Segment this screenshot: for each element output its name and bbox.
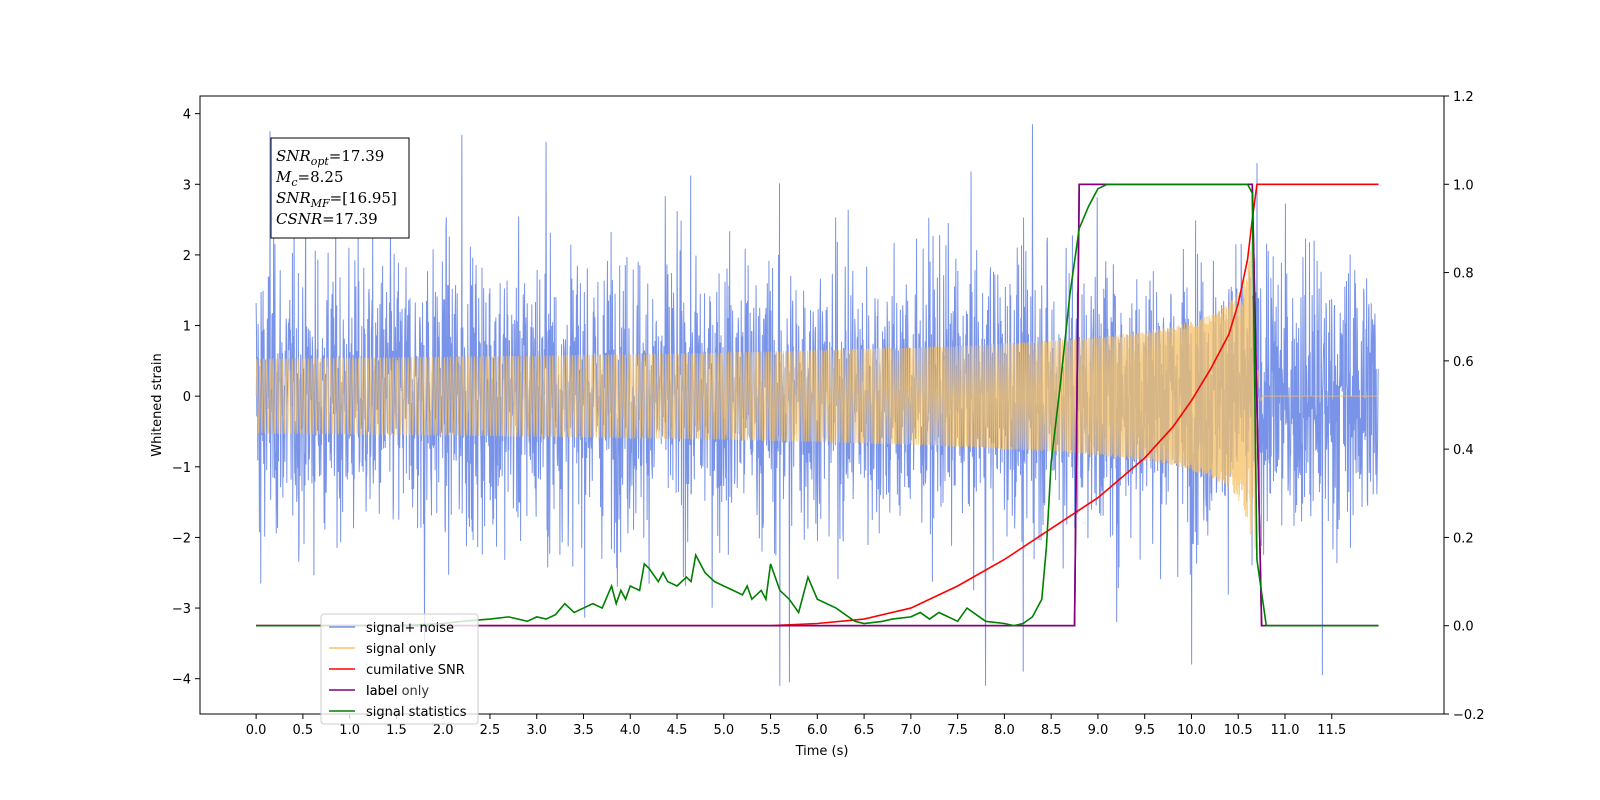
series-signal-only	[255, 241, 1379, 551]
y-right-tick-label: 0.0	[1453, 620, 1474, 635]
y-left-tick-label: −4	[172, 673, 191, 688]
x-tick-label: 1.0	[339, 723, 360, 738]
y-left-tick-label: 2	[183, 249, 191, 264]
legend-label-label: label	[366, 684, 397, 699]
x-tick-label: 10.0	[1177, 723, 1206, 738]
x-tick-label: 5.5	[760, 723, 781, 738]
series-cumilative-snr	[256, 183, 1379, 627]
x-tick-label: 1.5	[386, 723, 407, 738]
x-axis-label: Time (s)	[795, 744, 849, 759]
x-tick-label: 7.5	[947, 723, 968, 738]
x-tick-label: 9.0	[1088, 723, 1109, 738]
y-left-tick-label: 4	[183, 108, 191, 123]
x-axis: 0.0 0.5 1.0 1.5 2.0 2.5 3.0 3.5 4.0 4.5 5.0 5.5 6.0 6…	[246, 714, 1346, 738]
y-left-tick-label: 0	[183, 390, 191, 405]
y-right-tick-label: 0.6	[1453, 355, 1474, 370]
legend-signal-noise-label: signal+ noise	[366, 621, 454, 636]
x-tick-label: 6.5	[854, 723, 875, 738]
x-tick-label: 8.5	[1041, 723, 1062, 738]
x-tick-label: 9.5	[1134, 723, 1155, 738]
y-right-tick-label: 0.8	[1453, 267, 1474, 282]
x-tick-label: 0.5	[293, 723, 314, 738]
annotation-line: SNRopt=17.39	[276, 147, 384, 168]
plot-frame	[199, 95, 1445, 715]
x-tick-label: 2.0	[433, 723, 454, 738]
series-layer	[255, 124, 1379, 686]
y-right-tick-label: 1.2	[1453, 90, 1474, 105]
annotation-frame	[270, 137, 410, 239]
x-tick-label: 11.5	[1317, 723, 1346, 738]
legend-frame	[320, 613, 479, 725]
y-left-tick-label: −1	[172, 461, 191, 476]
y-left-tick-label: −2	[172, 531, 191, 546]
x-tick-label: 5.0	[713, 723, 734, 738]
x-tick-label: 6.0	[807, 723, 828, 738]
y-right-tick-label: 1.0	[1453, 178, 1474, 193]
annotation-line: Mc=8.25	[275, 168, 344, 189]
y-right-tick-label: 0.2	[1453, 531, 1474, 546]
y-axis-right: −0.2 0.0 0.2 0.4 0.6 0.8 1.0 1.2	[1444, 90, 1485, 723]
x-tick-label: 11.0	[1271, 723, 1300, 738]
x-tick-label: 7.0	[901, 723, 922, 738]
legend-signal-only-label: signal only	[366, 642, 436, 657]
x-tick-label: 10.5	[1224, 723, 1253, 738]
series-signal-statistics	[256, 183, 1379, 627]
annotation-line: CSNR=17.39	[276, 210, 378, 228]
x-tick-label: 8.0	[994, 723, 1015, 738]
legend-signal-statistics-label: signal statistics	[366, 705, 467, 720]
y-left-tick-label: −3	[172, 602, 191, 617]
y-left-tick-label: 3	[183, 178, 191, 193]
series-signal-noise	[255, 124, 1379, 686]
x-tick-label: 4.5	[667, 723, 688, 738]
y-axis-label: Whitened strain	[150, 353, 165, 456]
x-tick-label: 4.0	[620, 723, 641, 738]
annotation-line: SNRMF=[16.95]	[276, 189, 397, 210]
legend-label-only-label: label only	[366, 684, 429, 699]
x-tick-label: 3.5	[573, 723, 594, 738]
y-axis-left: −4 −3 −2 −1 0 1 2 3 4	[172, 108, 200, 688]
y-right-tick-label: −0.2	[1453, 708, 1485, 723]
y-left-tick-label: 1	[183, 320, 191, 335]
legend: label only signal+ noise signal only cumila…	[320, 613, 479, 725]
x-tick-label: 2.5	[480, 723, 501, 738]
y-right-tick-label: 0.4	[1453, 443, 1474, 458]
legend-cumilative-snr-label: cumilative SNR	[366, 663, 465, 678]
x-tick-label: 3.0	[526, 723, 547, 738]
x-tick-label: 0.0	[246, 723, 267, 738]
annotation-box: SNRopt=17.39Mc=8.25SNRMF=[16.95]CSNR=17.…	[270, 137, 410, 239]
